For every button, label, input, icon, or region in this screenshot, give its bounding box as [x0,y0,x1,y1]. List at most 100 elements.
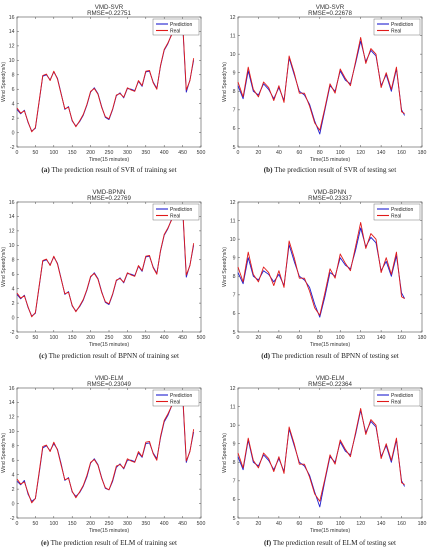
x-tick-label: 180 [418,521,427,527]
y-tick-label: 9 [233,442,236,448]
panel-caption: (a) The prediction result of SVR of trai… [41,166,176,174]
y-tick-label: 7 [233,293,236,299]
y-tick-label: 8 [12,73,15,79]
legend-label: Real [170,28,180,34]
x-axis-label: Time(15 minutes) [310,157,350,163]
x-tick-label: 140 [377,521,386,527]
y-tick-label: 14 [9,214,15,220]
y-tick-label: 9 [233,71,236,77]
x-tick-label: 180 [418,335,427,341]
plot-area [237,16,423,148]
legend-label: Real [170,399,180,405]
y-tick-label: 6 [233,126,236,132]
y-tick-label: 16 [9,15,15,21]
x-tick-label: 250 [105,150,114,156]
x-tick-label: 140 [377,335,386,341]
x-tick-label: 500 [197,150,206,156]
x-tick-label: 0 [237,521,240,527]
x-axis-label: Time(15 minutes) [310,528,350,534]
x-tick-label: 0 [237,335,240,341]
x-tick-label: 40 [276,521,282,527]
x-tick-label: 20 [256,150,262,156]
plot-area [16,387,202,519]
caption-tag: (f) [264,539,272,547]
x-tick-label: 40 [276,150,282,156]
y-tick-label: 10 [9,429,15,435]
y-tick-label: 12 [230,15,236,21]
x-tick-label: 400 [160,521,169,527]
y-tick-label: 12 [230,200,236,206]
x-tick-label: 350 [141,150,150,156]
x-tick-label: 160 [397,150,406,156]
x-tick-label: 150 [68,335,77,341]
x-tick-label: 20 [256,335,262,341]
y-tick-label: 10 [230,423,236,429]
x-tick-label: 400 [160,335,169,341]
y-tick-label: 8 [233,274,236,280]
x-tick-label: 100 [49,335,58,341]
x-tick-label: 0 [16,150,19,156]
x-tick-label: 250 [105,335,114,341]
y-tick-label: 8 [12,444,15,450]
caption-text: The prediction result of SVR of training… [50,166,177,174]
y-tick-label: 16 [9,386,15,392]
y-axis-label: Wind Speed(m/s) [222,62,228,102]
y-tick-label: 5 [233,516,236,522]
series-line-real [237,36,405,131]
x-tick-label: 60 [296,150,302,156]
chart-subtitle: RMSE=0.23337 [308,195,352,202]
x-tick-label: 80 [317,150,323,156]
y-tick-label: 11 [230,404,235,410]
legend-label: Prediction [391,393,413,399]
x-tick-label: 120 [356,150,365,156]
x-tick-label: 300 [123,335,132,341]
chart-subtitle: RMSE=0.22769 [87,195,131,202]
chart-title: VMD-SVR [95,4,124,11]
x-tick-label: 400 [160,150,169,156]
y-tick-label: 5 [233,330,236,336]
y-tick-label: 4 [12,472,15,478]
x-tick-label: 160 [397,335,406,341]
chart-subtitle: RMSE=0.22751 [87,10,131,17]
y-tick-label: 11 [230,218,235,224]
y-tick-label: 12 [230,386,236,392]
y-axis-label: Wind Speed(m/s) [1,62,7,102]
y-tick-label: 12 [9,44,15,50]
y-tick-label: 4 [12,101,15,107]
y-tick-label: 6 [12,458,15,464]
plot-area [16,16,202,148]
x-tick-label: 0 [16,335,19,341]
chart-subtitle: RMSE=0.22678 [308,10,352,17]
panel-caption: (e) The prediction result of ELM of trai… [41,539,177,547]
panel-caption: (c) The prediction result of BPNN of tra… [39,352,179,360]
x-tick-label: 450 [178,335,187,341]
caption-text: The prediction result of SVR of testing … [273,166,397,174]
y-tick-label: 8 [233,460,236,466]
y-tick-label: 0 [12,130,15,136]
x-tick-label: 450 [178,521,187,527]
x-tick-label: 200 [86,335,95,341]
series-line-real [237,221,405,316]
x-tick-label: 50 [33,150,39,156]
x-axis-label: Time(15 minutes) [89,342,129,348]
y-tick-label: 0 [12,315,15,321]
y-tick-label: 7 [233,479,236,485]
legend-label: Real [170,213,180,219]
y-tick-label: -2 [10,330,15,336]
series-line-real [16,205,195,318]
x-tick-label: 150 [68,150,77,156]
x-tick-label: 500 [197,335,206,341]
x-tick-label: 160 [397,521,406,527]
x-tick-label: 100 [49,521,58,527]
chart-title: VMD-ELM [316,375,345,382]
plot-area [237,387,423,519]
x-tick-label: 150 [68,521,77,527]
legend-label: Prediction [170,22,192,28]
y-tick-label: 5 [233,145,236,151]
y-tick-label: 6 [12,87,15,93]
x-tick-label: 60 [296,521,302,527]
x-tick-label: 250 [105,521,114,527]
